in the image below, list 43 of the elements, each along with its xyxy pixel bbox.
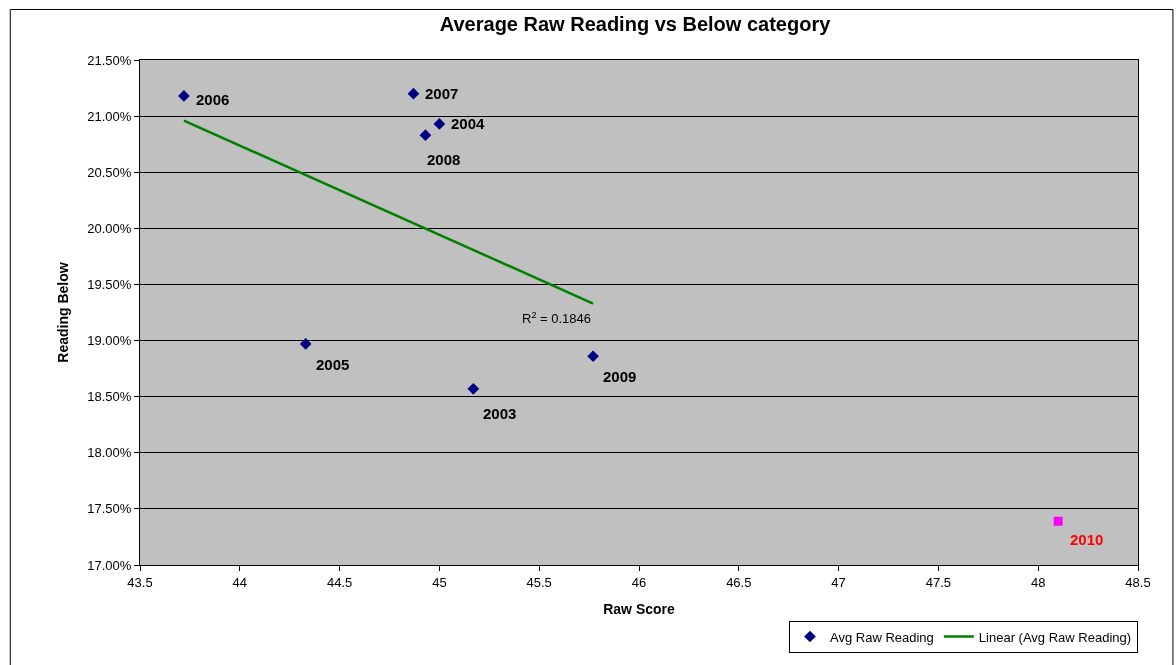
annotation: 2005 — [316, 356, 350, 373]
point — [419, 129, 432, 142]
x-tick-label: 44.5 — [326, 574, 353, 590]
y-tick-label: 17.00% — [87, 557, 132, 573]
legend-label: Avg Raw Reading — [830, 629, 934, 645]
x-tick-label: 45 — [432, 574, 447, 590]
x-tick-label: 48.5 — [1125, 574, 1151, 590]
annotation: 2009 — [603, 368, 637, 385]
y-tick-label: 20.00% — [87, 220, 132, 236]
annotation: 2006 — [196, 91, 230, 108]
y-tick-label: 19.50% — [87, 276, 132, 292]
point — [467, 382, 480, 395]
x-tick-label: 47.5 — [925, 574, 952, 590]
point — [299, 338, 312, 350]
y-tick-label: 18.50% — [87, 389, 132, 405]
x-tick-label: 46 — [631, 574, 647, 590]
y-tick-label: 20.50% — [87, 164, 132, 180]
x-tick-label: 48 — [1030, 574, 1046, 590]
y-axis-title: Reading Below — [54, 262, 71, 363]
point — [587, 350, 599, 363]
point — [178, 90, 190, 102]
y-tick-label: 17.50% — [87, 501, 132, 517]
point — [1053, 516, 1063, 526]
annotation: 2008 — [427, 151, 461, 168]
x-tick-label: 47 — [831, 574, 846, 590]
y-tick-label: 19.00% — [87, 333, 132, 349]
chart-title: Average Raw Reading vs Below category — [439, 12, 832, 35]
legend-label: Linear (Avg Raw Reading) — [978, 629, 1132, 645]
y-tick-label: 21.50% — [87, 52, 132, 68]
annotation: 2007 — [425, 85, 459, 102]
point — [433, 118, 446, 130]
annotation: 2010 — [1070, 531, 1104, 548]
y-tick-label: 18.00% — [87, 445, 132, 461]
x-tick-label: 43.5 — [127, 574, 153, 590]
annotation: R$^{2}$ = 0.1846 — [522, 310, 592, 327]
y-tick-label: 21.00% — [87, 108, 132, 124]
annotation: 2004 — [451, 115, 486, 132]
x-tick-label: 44 — [232, 574, 248, 590]
x-tick-label: 45.5 — [526, 574, 552, 590]
x-axis-title: Raw Score — [603, 600, 675, 617]
point — [407, 87, 420, 100]
x-tick-label: 46.5 — [726, 574, 752, 590]
annotation: 2003 — [483, 405, 517, 422]
